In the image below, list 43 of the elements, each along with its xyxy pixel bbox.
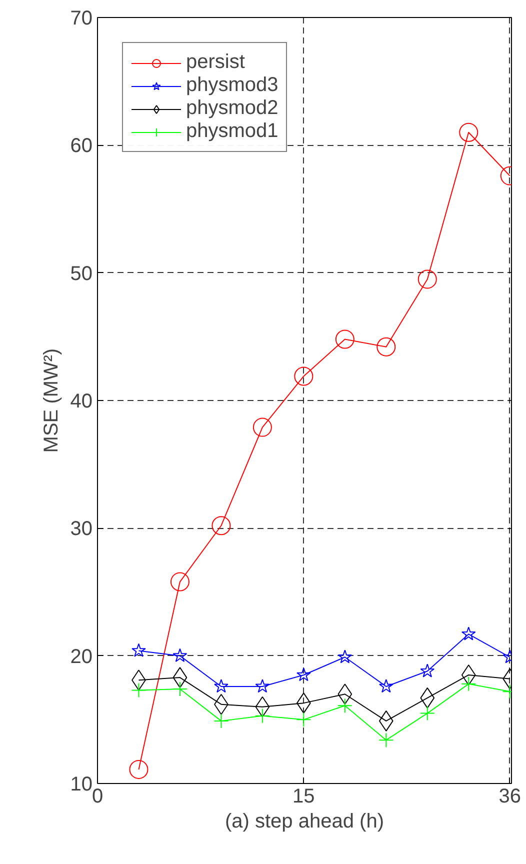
point (338, 650, 352, 664)
point (296, 712, 312, 728)
point (252, 418, 272, 437)
y-tick-label: 60 (70, 135, 93, 158)
x-tick-label: 0 (92, 786, 104, 808)
point (337, 698, 352, 714)
point (418, 270, 437, 289)
point (129, 760, 148, 779)
point (255, 678, 270, 693)
point (459, 122, 478, 142)
y-tick-label: 30 (70, 518, 93, 540)
point (378, 732, 394, 748)
y-axis-title: MSE (MW²) (40, 348, 62, 453)
point (461, 676, 476, 692)
point (172, 648, 188, 662)
point (461, 626, 476, 640)
point (294, 366, 314, 386)
point (420, 664, 435, 678)
legend-label: persist (186, 51, 245, 74)
legend-label: physmod1 (186, 120, 278, 143)
x-tick-label: 36 (498, 786, 521, 808)
y-tick-label: 20 (70, 646, 93, 668)
point (170, 572, 190, 592)
point (131, 682, 146, 698)
point (296, 667, 311, 682)
legend-label: physmod2 (186, 97, 278, 120)
y-tick-label: 70 (70, 8, 93, 30)
point (420, 706, 435, 721)
point (214, 713, 229, 728)
y-tick-label: 10 (70, 774, 93, 796)
point (335, 330, 354, 349)
y-tick-label: 40 (70, 390, 93, 412)
point (378, 678, 394, 693)
y-tick-label: 50 (70, 262, 93, 285)
point (254, 708, 270, 724)
x-axis-title: (a) step ahead (h) (225, 810, 384, 832)
point (172, 682, 188, 697)
x-tick-label: 15 (292, 786, 315, 808)
point (214, 678, 228, 693)
legend-label: physmod3 (186, 74, 278, 97)
point (132, 643, 146, 657)
point (376, 337, 396, 356)
point (212, 516, 231, 536)
